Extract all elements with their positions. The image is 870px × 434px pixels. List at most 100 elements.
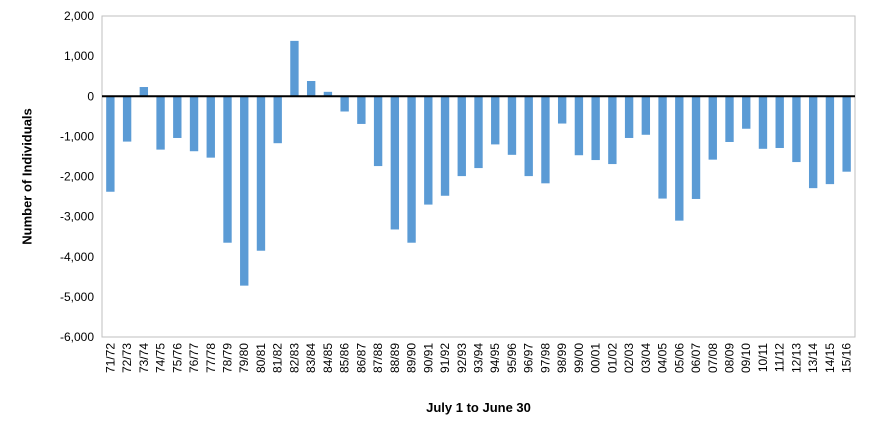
x-tick-label: 72/73 (120, 343, 134, 373)
bar (641, 96, 651, 135)
x-tick-label: 87/88 (371, 343, 385, 373)
y-tick-label: 1,000 (64, 49, 94, 63)
y-tick-label: -1,000 (60, 129, 94, 143)
bar (474, 96, 483, 169)
bar (792, 96, 801, 163)
bar (122, 96, 132, 142)
x-axis-title: July 1 to June 30 (426, 400, 531, 415)
x-tick-label: 92/93 (455, 343, 469, 373)
bar (825, 96, 835, 185)
y-tick-label: -3,000 (60, 210, 94, 224)
bar (507, 96, 517, 155)
bar (491, 96, 500, 145)
bar (440, 96, 450, 196)
bar (373, 96, 383, 167)
bar (407, 96, 416, 243)
bar (658, 96, 667, 199)
x-tick-label: 85/86 (338, 343, 352, 373)
x-tick-label: 75/76 (170, 343, 184, 373)
x-tick-label: 99/00 (572, 343, 586, 373)
x-tick-label: 88/89 (388, 343, 402, 373)
bar (808, 96, 818, 189)
bar (390, 96, 400, 230)
y-tick-label: -6,000 (60, 330, 94, 344)
bar (206, 96, 215, 158)
x-tick-label: 79/80 (237, 343, 251, 373)
x-tick-label: 09/10 (739, 343, 753, 373)
bar (608, 96, 617, 165)
x-tick-label: 78/79 (221, 343, 235, 373)
x-tick-label: 07/08 (706, 343, 720, 373)
x-tick-label: 86/87 (354, 343, 368, 373)
bar (189, 96, 199, 152)
plot-border (101, 15, 856, 338)
bar (775, 96, 784, 149)
x-tick-label: 02/03 (622, 343, 636, 373)
bar-series (106, 40, 851, 286)
x-axis-tick-labels: 71/72 72/73 73/74 74/75 75/76 76/77 77/78 78/79… (103, 343, 853, 373)
x-tick-label: 15/16 (840, 343, 854, 373)
x-tick-label: 97/98 (538, 343, 552, 373)
bar (290, 40, 299, 97)
x-tick-label: 01/02 (605, 343, 619, 373)
x-tick-label: 90/91 (421, 343, 435, 373)
x-tick-label: 94/95 (488, 343, 502, 373)
x-tick-label: 81/82 (271, 343, 285, 373)
bar (306, 81, 316, 97)
y-tick-label: -2,000 (60, 170, 94, 184)
bar (842, 96, 851, 172)
bar (557, 96, 567, 124)
bar (742, 96, 751, 129)
bar (725, 96, 734, 142)
x-tick-label: 74/75 (154, 343, 168, 373)
bar (273, 96, 282, 144)
y-tick-label: 2,000 (64, 9, 94, 23)
bar (624, 96, 634, 138)
bar (340, 96, 349, 112)
x-tick-label: 80/81 (254, 343, 268, 373)
bar (223, 96, 232, 243)
bar (541, 96, 550, 184)
bar (574, 96, 584, 156)
y-axis-tick-labels: 2,000 1,000 0 -1,000 -2,000 -3,000 -4,000 -5,00… (60, 9, 94, 344)
x-tick-label: 96/97 (522, 343, 536, 373)
x-tick-label: 93/94 (472, 343, 486, 373)
bar (323, 91, 333, 97)
y-tick-label: 0 (87, 89, 94, 103)
x-tick-label: 98/99 (555, 343, 569, 373)
x-tick-label: 12/13 (789, 343, 803, 373)
x-tick-label: 13/14 (806, 343, 820, 373)
x-tick-label: 05/06 (672, 343, 686, 373)
x-tick-label: 77/78 (204, 343, 218, 373)
bar (591, 96, 600, 161)
x-tick-label: 00/01 (589, 343, 603, 373)
bar (357, 96, 366, 124)
bar (708, 96, 717, 160)
y-tick-label: -4,000 (60, 250, 94, 264)
x-tick-label: 76/77 (187, 343, 201, 373)
x-tick-label: 91/92 (438, 343, 452, 373)
bar (106, 96, 115, 192)
x-tick-label: 10/11 (756, 343, 770, 372)
x-tick-label: 11/12 (773, 343, 787, 372)
x-tick-label: 03/04 (639, 343, 653, 373)
bar (139, 87, 149, 97)
y-tick-label: -5,000 (60, 290, 94, 304)
bar (424, 96, 433, 205)
bar (457, 96, 466, 177)
bar (240, 96, 249, 286)
x-tick-label: 89/90 (405, 343, 419, 373)
x-tick-label: 14/15 (823, 343, 837, 373)
plot-area (101, 15, 856, 338)
bar (691, 96, 701, 199)
x-tick-label: 73/74 (137, 343, 151, 373)
bar (173, 96, 182, 138)
x-tick-label: 83/84 (304, 343, 318, 373)
bar (256, 96, 266, 251)
bar (156, 96, 165, 150)
x-tick-label: 06/07 (689, 343, 703, 373)
x-tick-label: 04/05 (656, 343, 670, 373)
x-tick-label: 08/09 (723, 343, 737, 373)
bar (524, 96, 533, 177)
